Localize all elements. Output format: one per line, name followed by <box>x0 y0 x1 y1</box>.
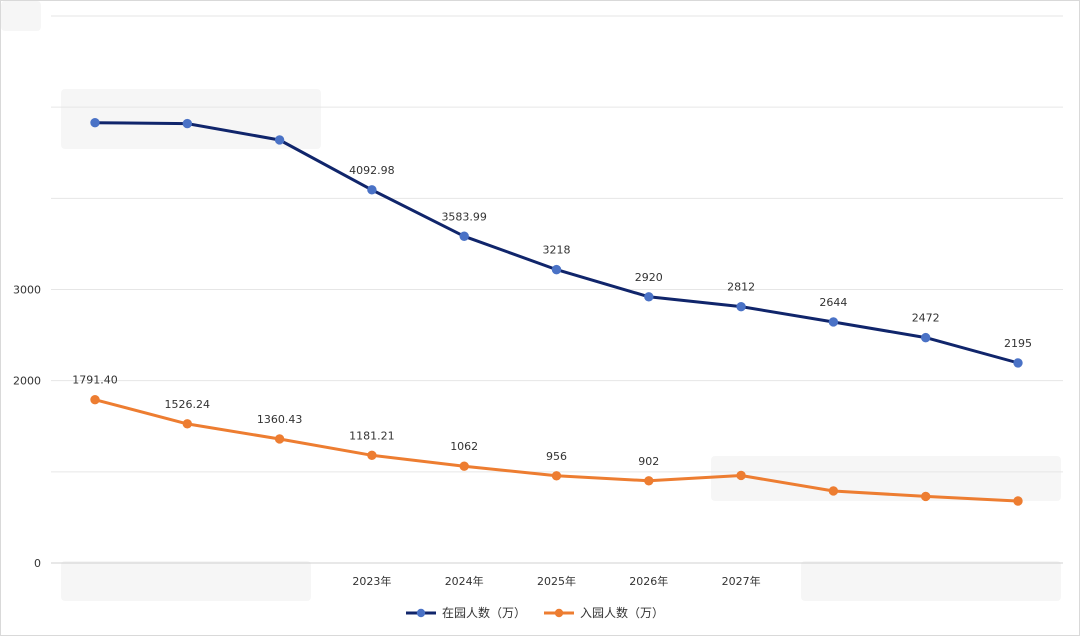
data-label: 1360.43 <box>257 413 303 426</box>
y-tick-label: 0 <box>34 557 41 570</box>
x-tick-label: 2027年 <box>722 574 761 588</box>
series-0-point <box>274 135 285 145</box>
series-1-point <box>459 461 469 471</box>
data-label: 956 <box>546 450 567 463</box>
blurred-region-2 <box>801 561 1061 601</box>
data-label: 3583.99 <box>441 210 487 223</box>
series-0-point <box>1013 358 1023 368</box>
series-1-point <box>90 394 100 405</box>
x-tick-label: 2025年 <box>537 574 576 588</box>
blurred-region-1 <box>61 561 311 601</box>
blurred-region-0 <box>61 89 321 149</box>
legend: 在园人数（万） 入园人数（万） <box>406 605 664 620</box>
series-1-point <box>828 486 839 496</box>
y-tick-label: 2000 <box>13 375 41 388</box>
y-tick-label: 3000 <box>13 284 41 297</box>
series-0-point <box>90 117 100 128</box>
data-label: 2195 <box>1004 337 1032 350</box>
series-1-point <box>551 471 562 481</box>
series-0-point <box>736 301 746 312</box>
series-0-point <box>644 292 654 302</box>
data-label: 1526.24 <box>165 398 211 411</box>
data-label: 2812 <box>727 281 755 294</box>
data-labels: 4092.98 3583.99 3218 2920 2812 2644 2472 2195 17… <box>72 164 1032 468</box>
data-label: 1791.40 <box>72 374 118 387</box>
blurred-regions <box>1 1 1061 601</box>
legend-swatch-marker-0 <box>416 608 426 618</box>
blurred-region-4 <box>1 1 41 31</box>
blurred-region-3 <box>711 456 1061 501</box>
data-label: 2644 <box>819 296 847 309</box>
legend-label-1: 入园人数（万） <box>580 605 664 620</box>
x-axis-ticks: 2023年 2024年 2025年 2026年 2027年 <box>352 574 760 588</box>
data-label: 2472 <box>912 312 940 325</box>
series-0-point <box>367 185 377 195</box>
data-label: 902 <box>638 455 659 468</box>
series-1-point <box>921 491 931 502</box>
data-label: 4092.98 <box>349 164 395 177</box>
data-label: 1181.21 <box>349 429 395 442</box>
series-points <box>90 117 1023 506</box>
series-0-point <box>828 317 839 327</box>
data-label: 2920 <box>635 271 663 284</box>
data-label: 3218 <box>543 244 571 257</box>
gridlines <box>51 15 1063 564</box>
series-1-point <box>644 476 654 486</box>
series-lines <box>93 121 1020 503</box>
series-0-point <box>551 264 562 275</box>
series-1-point <box>736 470 746 481</box>
y-axis-ticks: 0 2000 3000 <box>13 284 41 571</box>
x-tick-label: 2026年 <box>629 574 668 588</box>
series-1-point <box>274 434 285 444</box>
data-label: 1062 <box>450 440 478 453</box>
legend-swatch-marker-1 <box>554 608 564 618</box>
x-tick-label: 2024年 <box>445 574 484 588</box>
series-1-point <box>1013 496 1023 506</box>
series-0-point <box>921 332 931 343</box>
series-0-point <box>459 231 469 241</box>
legend-label-0: 在园人数（万） <box>442 605 526 620</box>
x-tick-label: 2023年 <box>352 574 391 588</box>
series-0-point <box>182 118 193 129</box>
series-1-point <box>367 450 377 461</box>
series-1-point <box>182 419 193 429</box>
